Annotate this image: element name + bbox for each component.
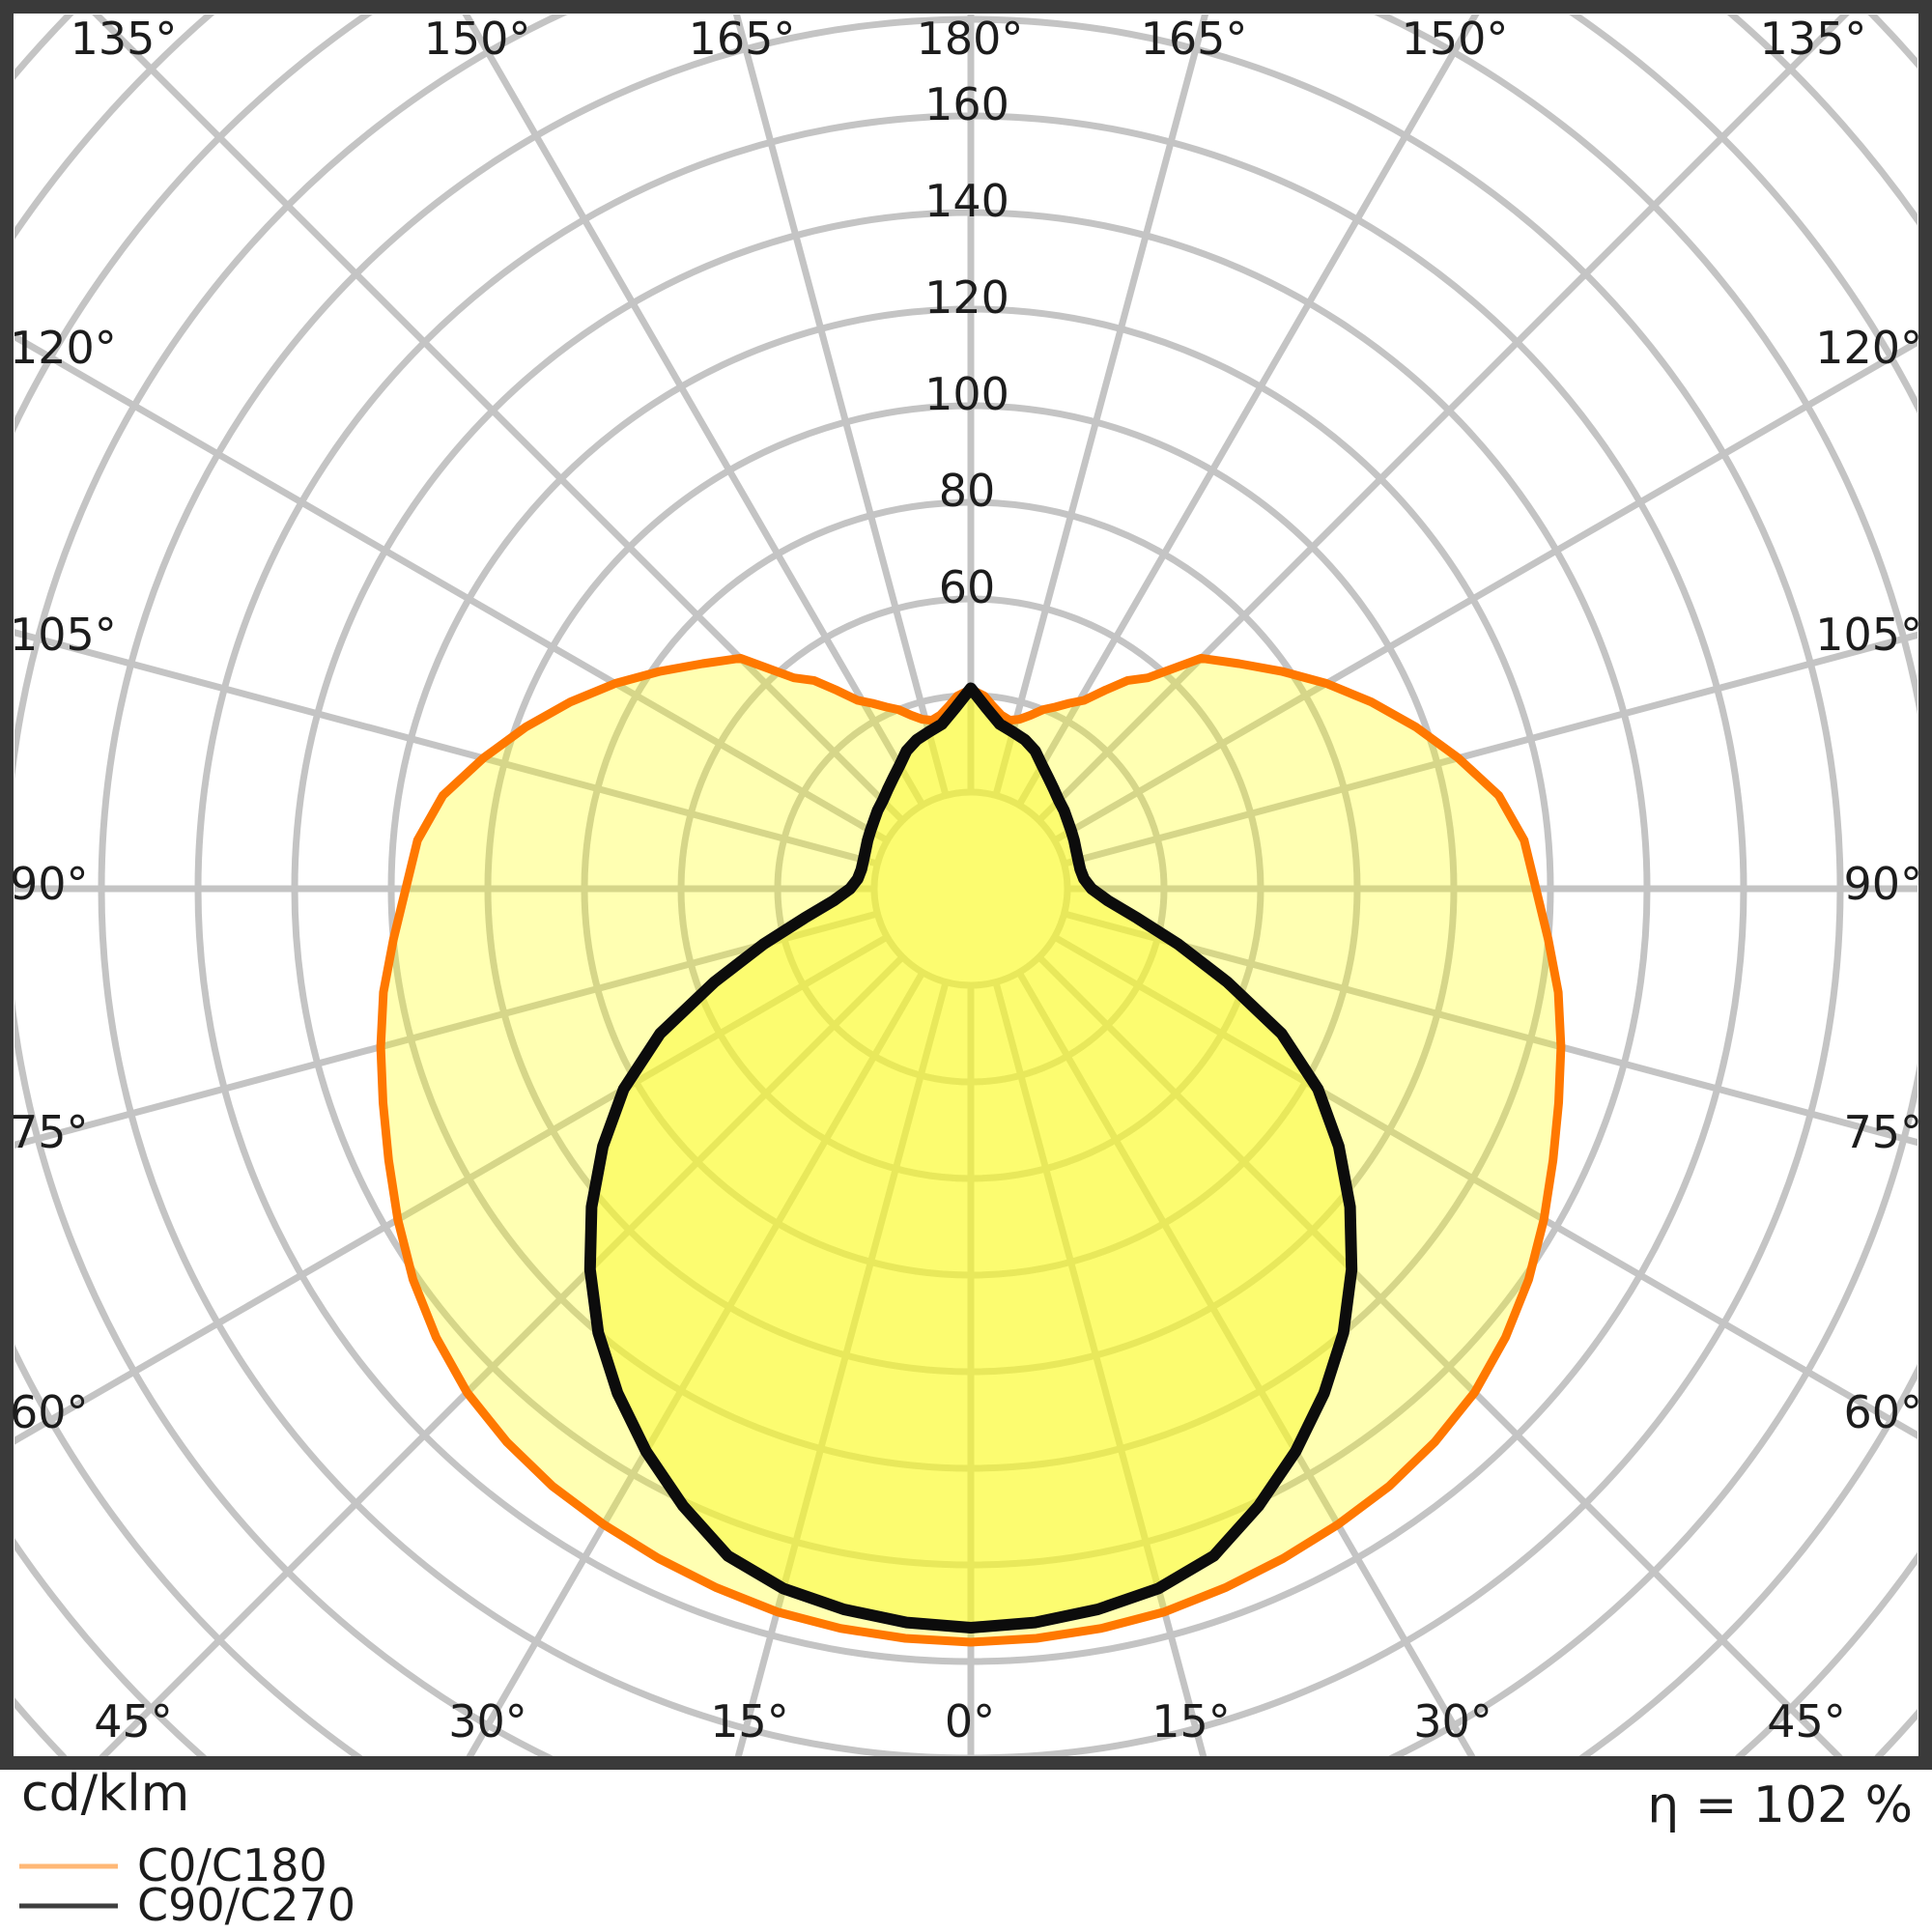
angle-tick-bottom: 15°	[710, 1695, 789, 1747]
angle-tick-left: 105°	[10, 609, 117, 661]
angle-tick-top: 150°	[1402, 13, 1509, 65]
radial-tick: 160	[924, 78, 1009, 130]
grid-spoke	[462, 14, 926, 808]
angle-tick-top: 135°	[71, 13, 178, 65]
angle-tick-bottom: 15°	[1151, 1695, 1231, 1747]
grid-spoke	[92, 14, 905, 823]
plot-frame	[0, 0, 1932, 1770]
legend-label-c90-c270: C90/C270	[137, 1879, 355, 1931]
angle-tick-right: 75°	[1843, 1106, 1922, 1158]
curve-c0-c180	[376, 653, 1566, 1647]
angle-tick-right: 120°	[1815, 322, 1922, 374]
grid-spoke	[1063, 910, 1918, 1147]
angle-tick-bottom: 45°	[1767, 1695, 1846, 1747]
intensity-fills	[381, 658, 1561, 1642]
grid-spoke	[1015, 14, 1480, 808]
angle-tick-left: 120°	[10, 322, 117, 374]
grid-spoke	[1037, 14, 1850, 823]
radial-tick: 120	[924, 271, 1009, 324]
grid-spoke	[14, 629, 879, 867]
legend: C0/C180 C90/C270	[19, 1839, 355, 1931]
angle-tick-top: 165°	[1141, 13, 1248, 65]
axis-tick-labels: 135° 150° 165° 180° 165° 150° 135° 45° 30° 15° 0° 1…	[10, 13, 1922, 1747]
angle-tick-bottom: 0°	[945, 1695, 995, 1747]
fill-c90-c270	[589, 688, 1352, 1628]
angle-tick-right: 60°	[1843, 1386, 1922, 1438]
angle-tick-top: 165°	[689, 13, 796, 65]
radial-tick: 60	[939, 561, 996, 613]
legend-label-c0-c180: C0/C180	[137, 1839, 327, 1891]
angle-tick-top: 135°	[1760, 13, 1867, 65]
radial-unit-label: cd/klm	[21, 1765, 189, 1823]
grid-spoke	[732, 14, 950, 797]
angle-tick-top: 150°	[424, 13, 531, 65]
angle-tick-left: 60°	[10, 1386, 89, 1438]
angle-tick-top: 180°	[917, 13, 1024, 65]
intensity-curves	[376, 653, 1566, 1647]
angle-tick-bottom: 30°	[448, 1695, 527, 1747]
angle-tick-bottom: 45°	[94, 1695, 173, 1747]
radial-tick: 140	[924, 175, 1009, 227]
grid-spoke	[14, 332, 890, 844]
angle-tick-right: 105°	[1815, 609, 1922, 661]
angle-tick-left: 75°	[10, 1106, 89, 1158]
angle-tick-left: 90°	[10, 858, 89, 910]
grid-spoke	[1052, 338, 1918, 844]
radial-tick: 80	[939, 465, 996, 517]
grid-spoke	[992, 14, 1209, 797]
angle-tick-bottom: 30°	[1413, 1695, 1492, 1747]
angle-tick-right: 90°	[1843, 858, 1922, 910]
grid-spoke	[1063, 631, 1918, 867]
grid-spoke	[14, 910, 879, 1149]
radial-tick: 100	[924, 368, 1009, 420]
efficiency-label: η = 102 %	[1647, 1776, 1913, 1834]
curve-c90-c270	[583, 682, 1358, 1634]
